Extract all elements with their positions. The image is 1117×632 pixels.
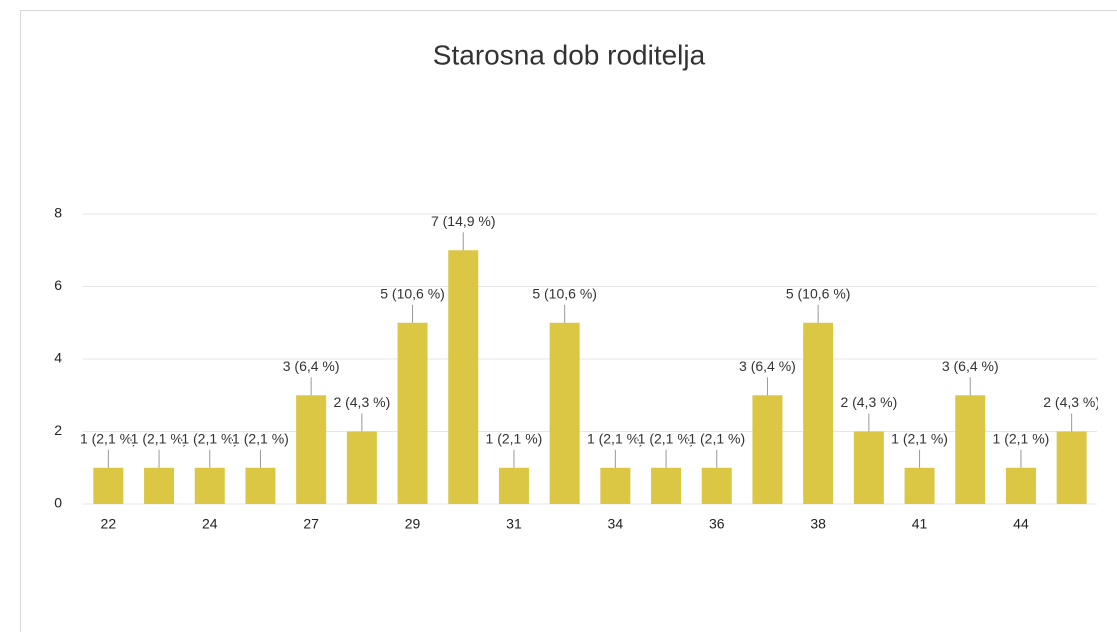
value-label: 1 (2,1 %) xyxy=(891,430,948,446)
x-tick-label: 36 xyxy=(709,516,725,532)
y-tick-label: 8 xyxy=(54,205,62,221)
bar xyxy=(1056,431,1087,504)
value-label: 1 (2,1 %) xyxy=(688,430,745,446)
plot: 22 24 27 29 31 34 36 38 41 441 (2,1 %)1 (2,1 %)1 … xyxy=(78,211,1100,532)
value-label: 2 (4,3 %) xyxy=(1043,394,1100,410)
bar xyxy=(701,467,732,504)
x-tick-label: 24 xyxy=(202,516,218,532)
y-tick-label: 0 xyxy=(54,495,62,511)
x-tick-label: 44 xyxy=(1013,516,1029,532)
bar xyxy=(752,395,783,504)
value-label: 7 (14,9 %) xyxy=(431,213,496,229)
value-label: 5 (10,6 %) xyxy=(380,285,445,301)
bar xyxy=(803,322,834,504)
bar xyxy=(549,322,580,504)
bar xyxy=(144,467,175,504)
x-tick-label: 27 xyxy=(303,516,319,532)
bar xyxy=(346,431,377,504)
bar xyxy=(651,467,682,504)
x-tick-label: 22 xyxy=(101,516,117,532)
value-label: 2 (4,3 %) xyxy=(840,394,897,410)
bar xyxy=(498,467,529,504)
bar xyxy=(853,431,884,504)
bar xyxy=(955,395,986,504)
value-label: 1 (2,1 %) xyxy=(993,430,1050,446)
value-label: 5 (10,6 %) xyxy=(786,285,851,301)
x-tick-label: 38 xyxy=(810,516,826,532)
x-tick-label: 29 xyxy=(405,516,421,532)
value-label: 2 (4,3 %) xyxy=(333,394,390,410)
y-tick-label: 6 xyxy=(54,277,62,293)
value-label: 1 (2,1 %) xyxy=(80,430,137,446)
bar xyxy=(194,467,225,504)
bar xyxy=(600,467,631,504)
bar xyxy=(1005,467,1036,504)
y-tick-label: 2 xyxy=(54,422,62,438)
bar xyxy=(448,250,479,504)
value-label: 3 (6,4 %) xyxy=(942,358,999,374)
value-label: 1 (2,1 %) xyxy=(131,430,188,446)
value-label: 5 (10,6 %) xyxy=(532,285,597,301)
value-label: 3 (6,4 %) xyxy=(283,358,340,374)
card xyxy=(20,10,1117,632)
bar xyxy=(93,467,124,504)
bar xyxy=(245,467,276,504)
value-label: 1 (2,1 %) xyxy=(587,430,644,446)
value-label: 3 (6,4 %) xyxy=(739,358,796,374)
bar xyxy=(296,395,327,504)
bar xyxy=(904,467,935,504)
x-tick-label: 41 xyxy=(912,516,928,532)
value-label: 1 (2,1 %) xyxy=(232,430,289,446)
value-label: 1 (2,1 %) xyxy=(486,430,543,446)
y-tick-label: 4 xyxy=(54,350,62,366)
chart-title: Starosna dob roditelja xyxy=(433,39,706,70)
value-label: 1 (2,1 %) xyxy=(638,430,695,446)
bar xyxy=(397,322,428,504)
x-tick-label: 34 xyxy=(608,516,624,532)
x-tick-label: 31 xyxy=(506,516,522,532)
value-label: 1 (2,1 %) xyxy=(181,430,238,446)
